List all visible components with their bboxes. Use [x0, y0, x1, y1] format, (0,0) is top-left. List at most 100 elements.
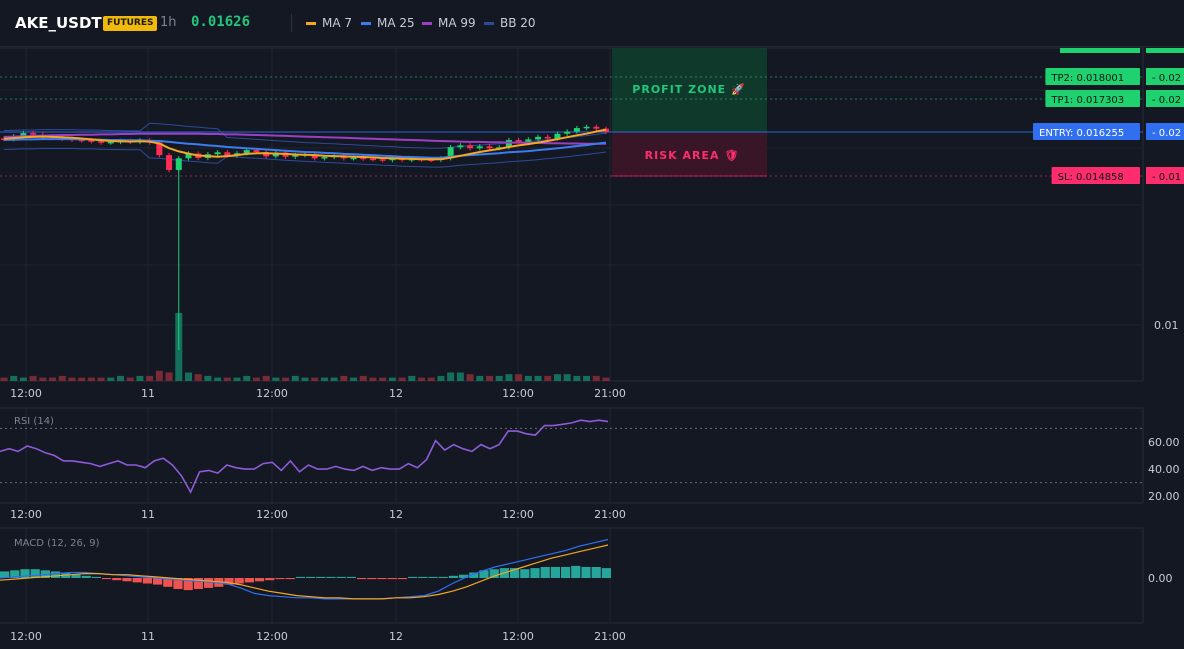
macd-histogram-bar [234, 578, 244, 584]
macd-tick-label: 0.00 [1148, 572, 1173, 585]
chart-header: AKE_USDT FUTURES 1h 0.01626 MA 7 MA 25 M… [0, 0, 1184, 47]
volume-bar [311, 377, 319, 381]
candle-body [447, 147, 454, 159]
candle-body [224, 152, 231, 156]
bb20-swatch [484, 22, 494, 25]
rsi-pane: RSI (14) 60.00 40.00 20.00 [0, 416, 1180, 503]
time-label: 11 [141, 508, 155, 521]
candle-body [78, 139, 85, 142]
volume-bar [524, 375, 532, 381]
level-price-label: - 0.01 [1152, 172, 1181, 183]
symbol-name[interactable]: AKE_USDT [15, 14, 102, 32]
macd-histogram-bar [540, 567, 550, 578]
ma7-line [3, 128, 607, 161]
candle-body [292, 155, 299, 157]
macd-histogram-bar [163, 578, 173, 587]
macd-pane: MACD (12, 26, 9) 0.00 [0, 538, 1173, 600]
volume-bar [252, 377, 260, 381]
volume-bar [97, 377, 105, 381]
candle-body [476, 146, 483, 149]
volume-bar [58, 375, 66, 381]
level-price-label: - 0.02 [1152, 73, 1181, 84]
time-label: 12 [389, 630, 403, 643]
volume-bar [515, 374, 523, 381]
volume-bar [359, 375, 367, 381]
macd-histogram-bar [357, 578, 367, 580]
macd-title: MACD (12, 26, 9) [14, 538, 100, 549]
candle-body [107, 141, 114, 144]
candle-body [185, 153, 192, 159]
tp-bar [1146, 48, 1184, 53]
time-label: 11 [141, 630, 155, 643]
macd-histogram-bar [510, 568, 520, 578]
candle-body [20, 133, 27, 137]
macd-histogram-bar [469, 572, 479, 578]
macd-histogram-bar [459, 574, 469, 578]
legend-ma99[interactable]: MA 99 [422, 16, 476, 30]
time-label: 12 [389, 508, 403, 521]
macd-histogram-bar [91, 576, 101, 578]
volume-bar [223, 377, 231, 381]
rsi-line [0, 419, 609, 494]
volume-bar [573, 375, 581, 381]
time-label: 12:00 [256, 630, 288, 643]
volume-bar [155, 370, 163, 381]
time-label: 11 [141, 387, 155, 400]
macd-histogram-bar [397, 578, 407, 580]
volume-bar [243, 375, 251, 381]
profit-zone-label: PROFIT ZONE 🚀 [632, 83, 745, 96]
macd-histogram-bar [71, 574, 81, 578]
volume-bar [505, 374, 513, 381]
header-divider [291, 14, 292, 32]
legend-bb20[interactable]: BB 20 [484, 16, 536, 30]
legend-ma99-label: MA 99 [438, 16, 476, 30]
volume-bar [437, 375, 445, 381]
macd-histogram-bar [10, 570, 20, 578]
candle-body [88, 140, 95, 142]
volume-bar [39, 377, 47, 381]
volume-bar [602, 377, 610, 381]
macd-histogram-bar [51, 571, 61, 578]
timeframe-selector[interactable]: 1h [160, 15, 177, 30]
profit-zone [612, 48, 767, 132]
time-label: 21:00 [594, 387, 626, 400]
ma99-swatch [422, 22, 432, 25]
volume-bar [388, 377, 396, 381]
macd-histogram-bar [102, 578, 112, 580]
volume-bar [282, 377, 290, 381]
time-label: 12 [389, 387, 403, 400]
candle-body [525, 139, 532, 142]
futures-badge: FUTURES [103, 16, 158, 31]
legend-ma25[interactable]: MA 25 [361, 16, 415, 30]
legend-ma7[interactable]: MA 7 [306, 16, 352, 30]
volume-bar [19, 377, 27, 381]
macd-histogram-bar [81, 575, 91, 578]
macd-histogram-bar [244, 578, 254, 583]
level-label: ENTRY: 0.016255 [1039, 128, 1124, 139]
volume-bar [379, 377, 387, 381]
level-price-label: - 0.02 [1152, 95, 1181, 106]
volume-bar [350, 377, 358, 381]
candle-body [243, 150, 250, 154]
macd-histogram-bar [30, 569, 40, 578]
candle-body [166, 155, 173, 170]
volume-bar [165, 372, 173, 381]
candle-body [175, 158, 182, 170]
ma99-line [3, 132, 606, 145]
volume-bar [49, 377, 57, 381]
level-price-tag [1146, 123, 1184, 140]
volume-bar [369, 377, 377, 381]
volume-bar [592, 375, 600, 381]
candle-body [321, 157, 328, 159]
macd-histogram-bar [285, 578, 295, 580]
volume-bar [68, 377, 76, 381]
volume-bar [272, 377, 280, 381]
volume-bar [301, 377, 309, 381]
candle-body [389, 158, 396, 161]
macd-histogram-bar [204, 578, 214, 588]
level-label: TP2: 0.018001 [1050, 73, 1124, 84]
risk-zone [612, 132, 767, 176]
macd-histogram-bar [438, 576, 448, 578]
ma25-swatch [361, 22, 371, 25]
